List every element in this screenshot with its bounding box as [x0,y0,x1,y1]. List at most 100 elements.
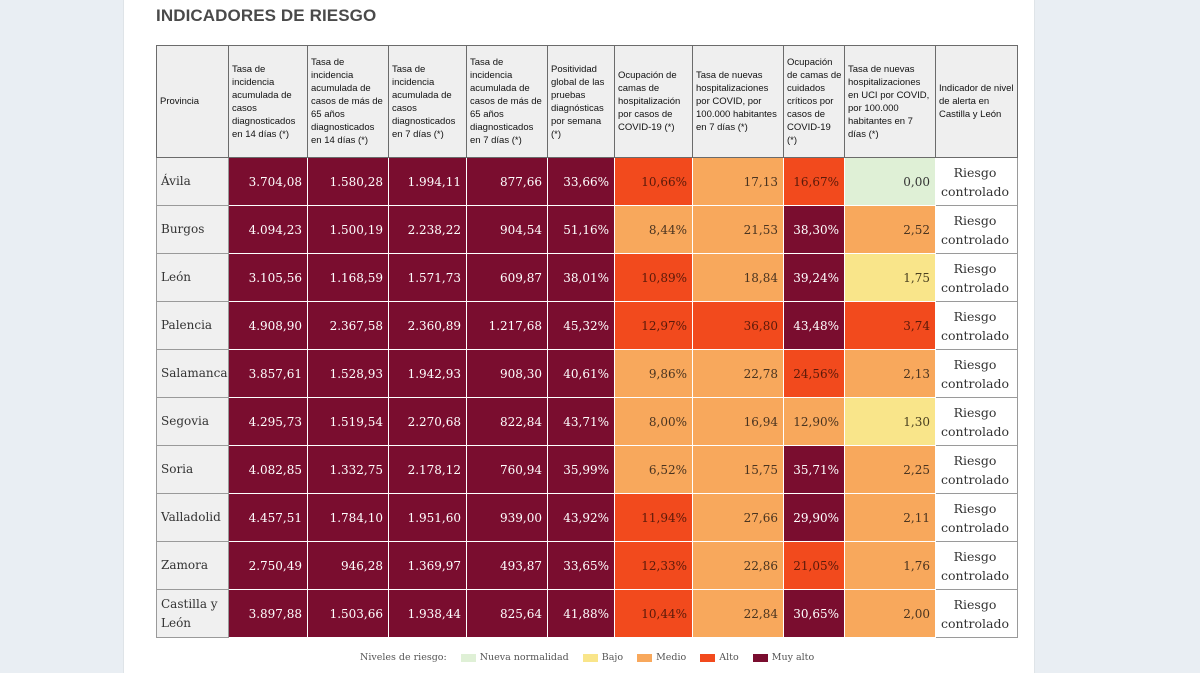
alert-level-cell: Riesgo controlado [935,445,1018,494]
value-cell: 1.503,66 [307,589,389,638]
value-cell: 2,25 [844,445,936,494]
value-cell: 1.784,10 [307,493,389,542]
value-cell: 2.178,12 [388,445,467,494]
value-cell: 36,80 [692,301,784,350]
column-header: Tasa de nuevas hospitalizaciones en UCI … [844,45,936,158]
value-cell: 1.938,44 [388,589,467,638]
value-cell: 11,94% [614,493,693,542]
alert-level-cell: Riesgo controlado [935,253,1018,302]
value-cell: 10,44% [614,589,693,638]
alert-level-cell: Riesgo controlado [935,301,1018,350]
legend-label: Niveles de riesgo: [360,652,447,663]
value-cell: 38,30% [783,205,845,254]
page-title: INDICADORES DE RIESGO [156,6,377,25]
province-cell: Zamora [156,541,229,590]
value-cell: 8,00% [614,397,693,446]
value-cell: 2,52 [844,205,936,254]
table-row: Valladolid 4.457,51 1.784,10 1.951,60 939,00… [156,493,1018,542]
province-cell: León [156,253,229,302]
value-cell: 2.238,22 [388,205,467,254]
value-cell: 33,66% [547,157,615,206]
value-cell: 1,76 [844,541,936,590]
value-cell: 1.500,19 [307,205,389,254]
legend-swatch [700,653,716,662]
column-header: Tasa de incidencia acumulada de casos de… [307,45,389,158]
value-cell: 3.105,56 [228,253,308,302]
value-cell: 35,71% [783,445,845,494]
value-cell: 4.295,73 [228,397,308,446]
legend-swatch [637,653,653,662]
table-row: Salamanca 3.857,61 1.528,93 1.942,93 908,30 4… [156,349,1018,398]
value-cell: 16,67% [783,157,845,206]
table-header-row: Provincia Tasa de incidencia acumulada de… [156,45,1018,158]
value-cell: 12,33% [614,541,693,590]
value-cell: 1.519,54 [307,397,389,446]
value-cell: 9,86% [614,349,693,398]
table-row: Zamora 2.750,49 946,28 1.369,97 493,87 33,65%… [156,541,1018,590]
legend-item: Medio [633,652,686,663]
value-cell: 904,54 [466,205,548,254]
value-cell: 1.994,11 [388,157,467,206]
value-cell: 825,64 [466,589,548,638]
value-cell: 2,00 [844,589,936,638]
value-cell: 30,65% [783,589,845,638]
legend-item-label: Medio [656,652,687,663]
value-cell: 760,94 [466,445,548,494]
value-cell: 51,16% [547,205,615,254]
alert-level-cell: Riesgo controlado [935,589,1018,638]
risk-indicators-table: Provincia Tasa de incidencia acumulada de… [156,45,1018,638]
province-cell: Castilla y León [156,589,229,638]
value-cell: 908,30 [466,349,548,398]
province-cell: Ávila [156,157,229,206]
value-cell: 1.571,73 [388,253,467,302]
value-cell: 16,94 [692,397,784,446]
value-cell: 1.217,68 [466,301,548,350]
column-header: Tasa de incidencia acumulada de casos di… [228,45,308,158]
value-cell: 18,84 [692,253,784,302]
alert-level-cell: Riesgo controlado [935,205,1018,254]
legend-item: Muy alto [749,652,814,663]
value-cell: 39,24% [783,253,845,302]
value-cell: 2.367,58 [307,301,389,350]
value-cell: 2,13 [844,349,936,398]
value-cell: 43,48% [783,301,845,350]
column-header: Positividad global de las pruebas diagnó… [547,45,615,158]
value-cell: 1.369,97 [388,541,467,590]
province-cell: Salamanca [156,349,229,398]
value-cell: 939,00 [466,493,548,542]
table-row: Castilla y León 3.897,88 1.503,66 1.938,44 8… [156,589,1018,638]
province-cell: Segovia [156,397,229,446]
table-row: Palencia 4.908,90 2.367,58 2.360,89 1.217,68… [156,301,1018,350]
column-header: Ocupación de camas de hospitalización po… [614,45,693,158]
value-cell: 822,84 [466,397,548,446]
value-cell: 22,78 [692,349,784,398]
value-cell: 45,32% [547,301,615,350]
value-cell: 946,28 [307,541,389,590]
alert-level-cell: Riesgo controlado [935,349,1018,398]
value-cell: 22,86 [692,541,784,590]
column-header: Ocupación de camas de cuidados críticos … [783,45,845,158]
legend-item-label: Nueva normalidad [479,652,569,663]
value-cell: 1.942,93 [388,349,467,398]
value-cell: 12,90% [783,397,845,446]
legend-item-label: Bajo [601,652,624,663]
value-cell: 29,90% [783,493,845,542]
value-cell: 1,30 [844,397,936,446]
value-cell: 6,52% [614,445,693,494]
table-row: Segovia 4.295,73 1.519,54 2.270,68 822,84 43,… [156,397,1018,446]
value-cell: 3.857,61 [228,349,308,398]
value-cell: 2.360,89 [388,301,467,350]
legend-swatch [582,653,598,662]
value-cell: 609,87 [466,253,548,302]
legend-item: Alto [696,652,739,663]
value-cell: 41,88% [547,589,615,638]
value-cell: 21,05% [783,541,845,590]
value-cell: 38,01% [547,253,615,302]
value-cell: 21,53 [692,205,784,254]
column-header: Indicador de nivel de alerta en Castilla… [935,45,1018,158]
value-cell: 24,56% [783,349,845,398]
column-header: Tasa de nuevas hospitalizaciones por COV… [692,45,784,158]
legend-item-label: Alto [719,652,739,663]
value-cell: 3.704,08 [228,157,308,206]
value-cell: 43,71% [547,397,615,446]
